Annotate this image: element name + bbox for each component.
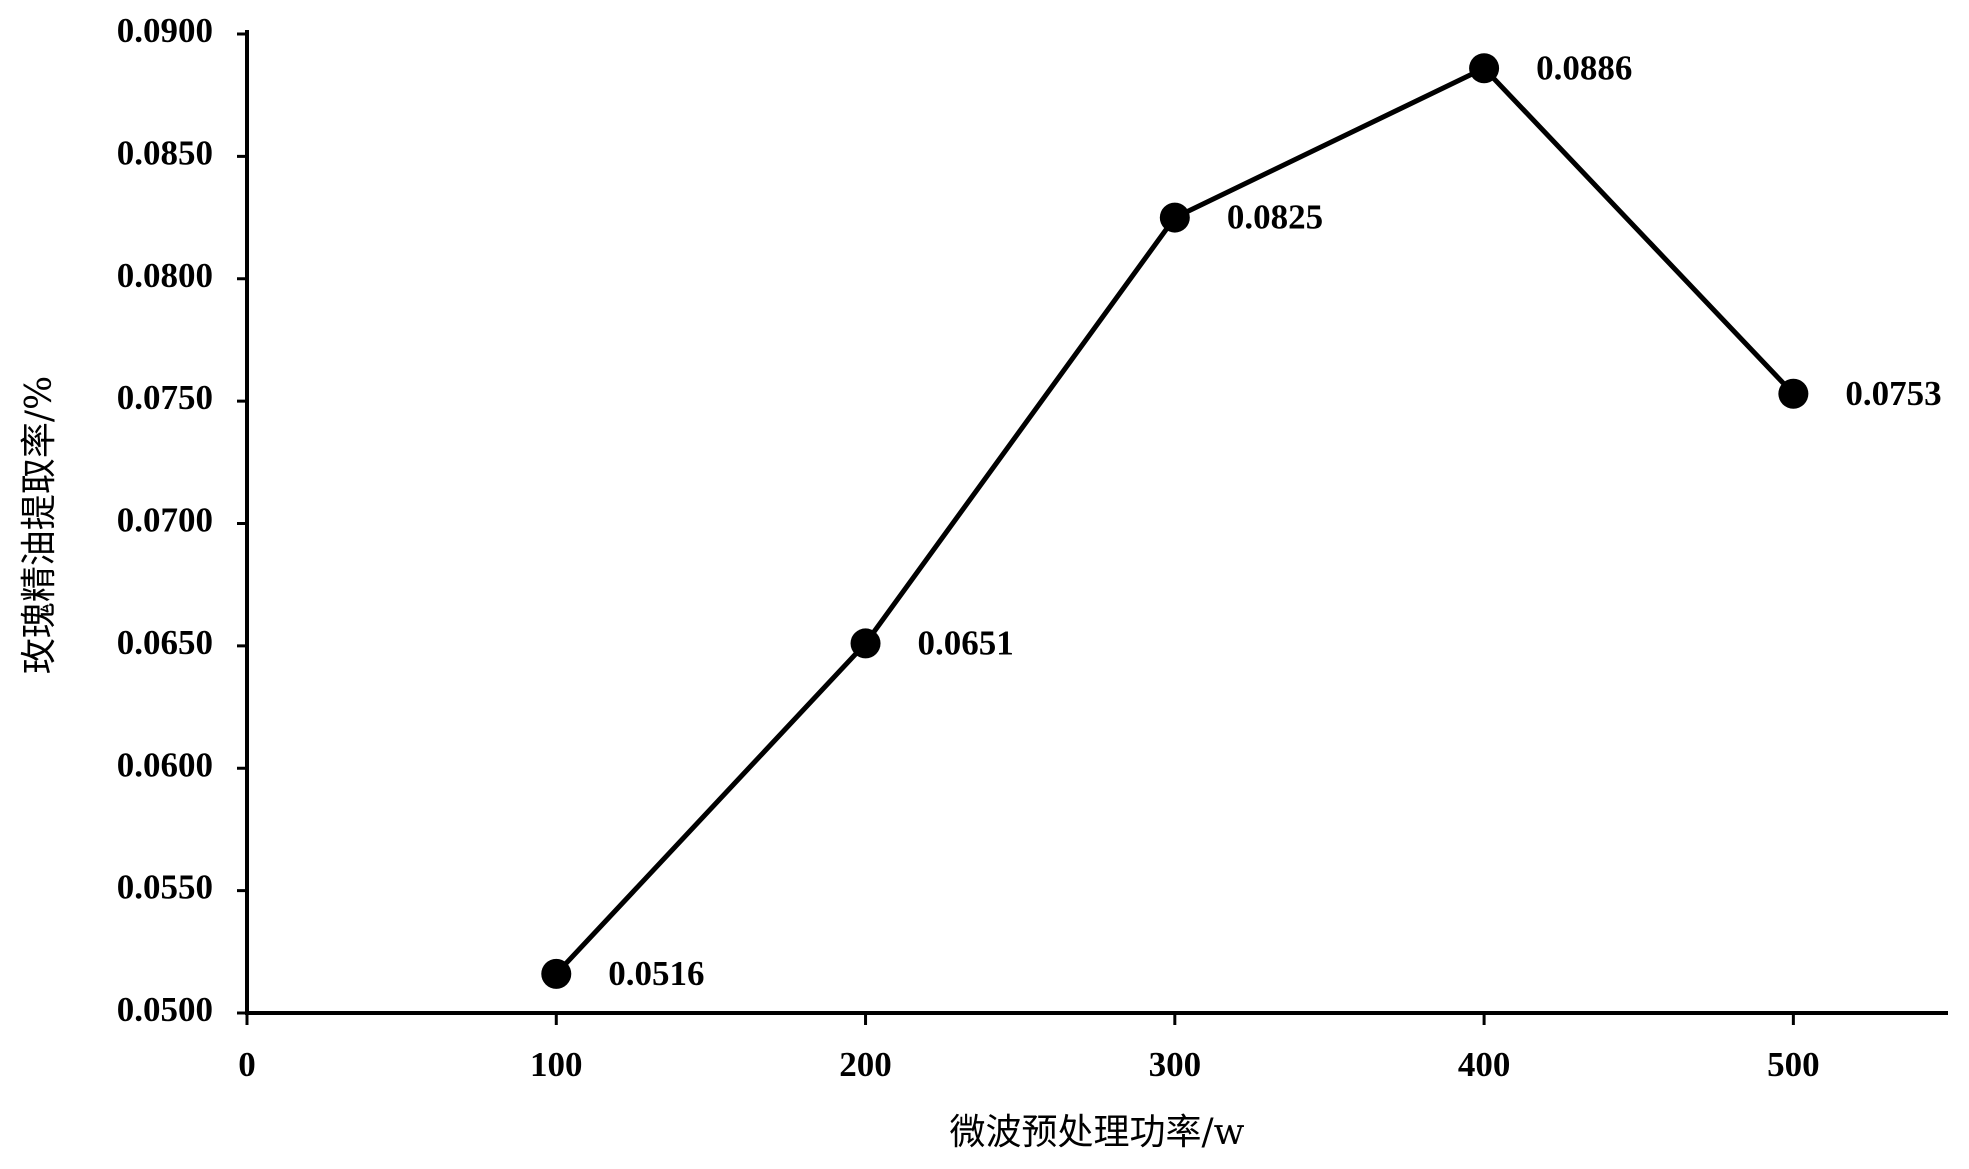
- y-tick-label: 0.0550: [117, 868, 213, 907]
- data-label: 0.0886: [1536, 48, 1632, 87]
- data-label: 0.0825: [1227, 198, 1323, 237]
- y-tick-label: 0.0700: [117, 501, 213, 540]
- data-point: [541, 958, 572, 989]
- data-point: [850, 628, 881, 659]
- y-tick-label: 0.0850: [117, 133, 213, 172]
- y-tick-label: 0.0750: [117, 378, 213, 417]
- x-axis-title: 微波预处理功率/w: [950, 1112, 1245, 1153]
- data-label: 0.0516: [608, 954, 704, 993]
- data-point: [1778, 378, 1809, 409]
- y-tick-label: 0.0500: [117, 990, 213, 1029]
- x-tick-label: 100: [530, 1045, 583, 1084]
- data-point: [1469, 53, 1500, 84]
- y-tick-label: 0.0650: [117, 623, 213, 662]
- y-tick-label: 0.0600: [117, 745, 213, 784]
- data-label: 0.0753: [1845, 374, 1941, 413]
- y-tick-label: 0.0800: [117, 256, 213, 295]
- data-point: [1159, 202, 1190, 233]
- x-tick-label: 400: [1458, 1045, 1511, 1084]
- data-label: 0.0651: [918, 623, 1014, 662]
- x-tick-label: 200: [839, 1045, 892, 1084]
- y-tick-label: 0.0900: [117, 11, 213, 50]
- x-tick-label: 300: [1149, 1045, 1202, 1084]
- x-tick-label: 500: [1767, 1045, 1820, 1084]
- x-tick-label: 0: [238, 1045, 256, 1084]
- y-axis-title: 玫瑰精油提取率/%: [19, 376, 60, 674]
